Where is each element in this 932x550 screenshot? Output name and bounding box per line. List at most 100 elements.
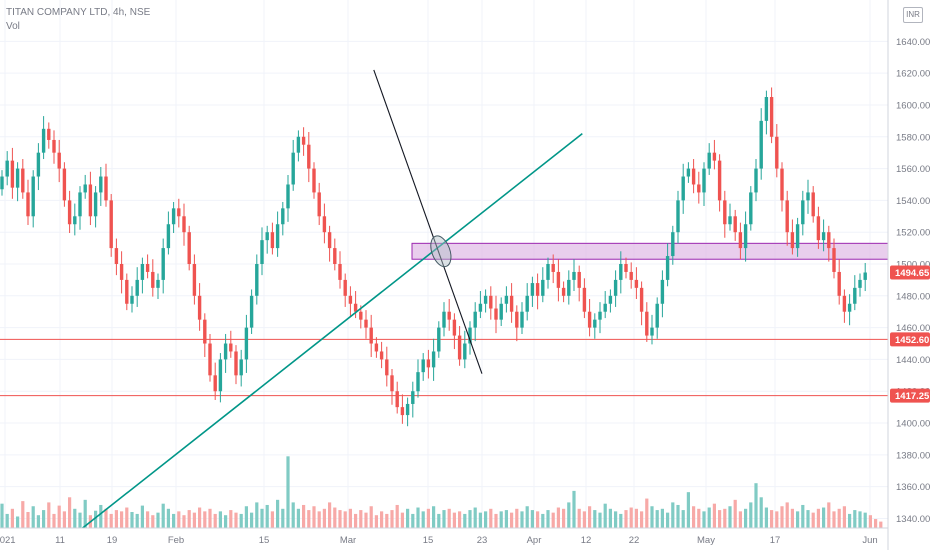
volume-bar bbox=[530, 510, 534, 528]
volume-bar bbox=[57, 505, 61, 528]
candle bbox=[858, 279, 862, 288]
candle bbox=[62, 168, 67, 201]
candle bbox=[322, 216, 327, 233]
volume-bar bbox=[120, 511, 124, 528]
candle bbox=[369, 327, 373, 344]
volume-bar bbox=[848, 513, 852, 528]
candle bbox=[437, 327, 441, 352]
candle bbox=[36, 152, 41, 177]
candle bbox=[775, 136, 779, 169]
volume-bar bbox=[562, 508, 566, 528]
volume-bar bbox=[172, 513, 176, 528]
volume-bar bbox=[801, 504, 805, 528]
volume-bar bbox=[52, 513, 56, 528]
volume-bar bbox=[775, 511, 779, 528]
volume-bar bbox=[510, 512, 514, 528]
candle bbox=[166, 224, 171, 249]
y-tick-label: 1520.00 bbox=[896, 228, 930, 239]
volume-bar bbox=[598, 512, 602, 528]
candle bbox=[806, 192, 810, 201]
volume-bar bbox=[16, 516, 20, 528]
candle bbox=[99, 176, 103, 193]
volume-bar bbox=[738, 511, 742, 528]
y-tick-label: 1380.00 bbox=[896, 450, 930, 461]
volume-bar bbox=[728, 506, 732, 528]
y-tick-label: 1560.00 bbox=[896, 164, 930, 175]
y-tick-label: 1480.00 bbox=[896, 291, 930, 302]
candle bbox=[416, 372, 420, 392]
candle bbox=[140, 264, 145, 280]
candle bbox=[57, 152, 61, 169]
volume-bar bbox=[759, 497, 763, 528]
volume-bar bbox=[333, 507, 337, 528]
volume-bar bbox=[525, 506, 529, 528]
volume-bar bbox=[286, 456, 290, 528]
candle bbox=[546, 264, 550, 280]
x-tick-label: 2021 bbox=[0, 535, 16, 546]
currency-badge[interactable]: INR bbox=[903, 7, 923, 23]
y-tick-label: 1340.00 bbox=[896, 514, 930, 525]
y-tick-label: 1360.00 bbox=[896, 482, 930, 493]
candle bbox=[473, 311, 477, 328]
y-tick-label: 1600.00 bbox=[896, 100, 930, 111]
volume-bar bbox=[442, 510, 446, 528]
volume-bar bbox=[42, 510, 46, 528]
candle bbox=[239, 359, 243, 376]
volume-bar bbox=[21, 501, 25, 528]
volume-bar bbox=[156, 512, 160, 528]
volume-bar bbox=[239, 513, 243, 528]
candle bbox=[385, 359, 389, 376]
candle bbox=[863, 272, 867, 280]
volume-bar bbox=[863, 512, 867, 528]
candle bbox=[286, 184, 290, 209]
candle bbox=[520, 311, 524, 328]
volume-bar bbox=[166, 508, 170, 528]
volume-bar bbox=[655, 510, 659, 528]
candle bbox=[634, 279, 639, 288]
volume-bar bbox=[702, 511, 706, 528]
candle bbox=[411, 391, 415, 404]
candle bbox=[759, 120, 763, 169]
volume-bar bbox=[62, 511, 66, 528]
volume-bar bbox=[182, 515, 186, 528]
volume-bar bbox=[629, 507, 633, 528]
candle bbox=[743, 224, 748, 249]
x-tick-label: Mar bbox=[340, 535, 356, 546]
volume-bar bbox=[68, 497, 72, 528]
candle bbox=[338, 264, 342, 280]
candle bbox=[374, 343, 379, 352]
support-trendline bbox=[82, 132, 583, 529]
candle bbox=[577, 271, 581, 288]
volume-bar bbox=[718, 510, 722, 528]
volume-bar bbox=[78, 512, 82, 528]
candle bbox=[15, 168, 20, 188]
candle bbox=[509, 295, 514, 312]
volume-bar bbox=[806, 510, 810, 528]
candle bbox=[515, 311, 519, 328]
volume-bar bbox=[619, 513, 623, 528]
volume-bar bbox=[229, 510, 233, 528]
volume-bar bbox=[640, 511, 644, 528]
volume-bar bbox=[484, 511, 488, 528]
volume-bar bbox=[546, 510, 550, 528]
candle bbox=[504, 295, 509, 304]
y-tick-label: 1440.00 bbox=[896, 355, 930, 366]
candle bbox=[431, 351, 436, 368]
candle bbox=[275, 224, 280, 249]
volume-bar bbox=[224, 515, 228, 528]
candle bbox=[619, 264, 623, 280]
volume-bar bbox=[645, 498, 649, 528]
price-badge bbox=[890, 332, 930, 347]
volume-bar bbox=[593, 510, 597, 528]
candle bbox=[291, 152, 295, 185]
x-tick-label: 23 bbox=[477, 535, 488, 546]
candle bbox=[156, 279, 160, 288]
volume-bar bbox=[99, 504, 103, 528]
volume-bar bbox=[520, 511, 524, 528]
candle bbox=[78, 192, 82, 217]
volume-bar bbox=[161, 503, 165, 528]
candle bbox=[457, 335, 462, 360]
volume-bar bbox=[816, 508, 820, 528]
volume-bar bbox=[177, 511, 181, 528]
